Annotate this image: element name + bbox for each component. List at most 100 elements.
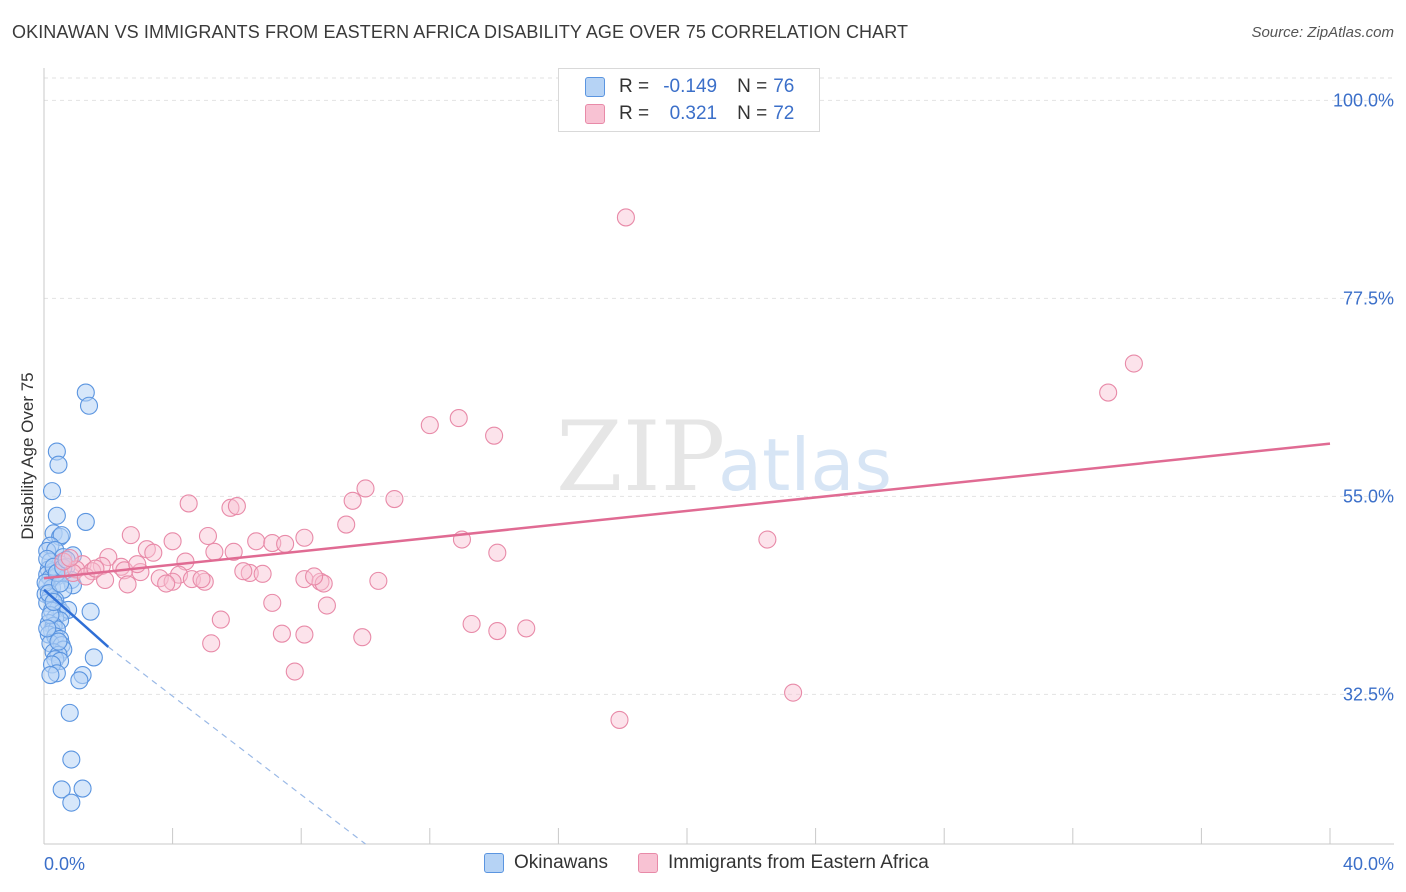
eastern-africa-point: [179, 494, 198, 513]
legend-r-value: 0.321: [669, 103, 718, 124]
eastern-africa-point: [517, 619, 536, 638]
eastern-africa-point: [163, 572, 182, 591]
okinawans-point: [38, 619, 57, 638]
eastern-africa-point: [195, 572, 214, 591]
okinawans-point: [79, 396, 99, 415]
axes: [43, 68, 1394, 845]
okinawans-point: [44, 592, 63, 612]
eastern-africa-point: [369, 571, 388, 590]
eastern-africa-point: [60, 548, 79, 568]
y-axis-label: Disability Age Over 75: [18, 372, 37, 539]
legend-r-value: -0.149: [663, 76, 718, 97]
eastern-africa-point: [295, 528, 314, 547]
eastern-africa-point: [356, 479, 375, 498]
watermark: ZIP atlas: [556, 401, 892, 513]
eastern-africa-point: [118, 575, 137, 594]
okinawans-point: [62, 793, 81, 812]
eastern-africa-point: [272, 624, 291, 643]
eastern-africa-point: [198, 526, 218, 546]
eastern-africa-point: [1124, 354, 1143, 373]
okinawans-swatch: [585, 77, 605, 97]
eastern-africa-point: [314, 574, 333, 593]
eastern-africa-point: [616, 208, 635, 227]
eastern-africa-point: [610, 710, 629, 729]
watermark-atlas: atlas: [718, 423, 892, 507]
y-tick-label: 77.5%: [1343, 288, 1394, 308]
okinawans-point: [60, 703, 79, 722]
okinawans-point: [49, 632, 68, 651]
eastern-africa-point: [462, 614, 481, 634]
eastern-africa-point: [211, 610, 230, 629]
eastern-africa-point: [253, 564, 272, 583]
eastern-africa-point: [202, 634, 221, 653]
eastern-africa-point: [221, 498, 240, 517]
okinawans-point: [76, 512, 95, 531]
legend-n-label: N =: [737, 103, 768, 124]
eastern-africa-point: [317, 596, 336, 615]
eastern-africa-point: [263, 533, 282, 553]
eastern-africa-point: [227, 497, 246, 516]
y-tick-labels: 32.5% 55.0% 77.5% 100.0%: [1333, 90, 1394, 704]
legend-n-value: 72: [773, 103, 795, 124]
okinawans-point: [52, 526, 71, 545]
legend-okinawans-label: Okinawans: [514, 852, 608, 873]
eastern-africa-point: [295, 625, 314, 644]
eastern-africa-point: [205, 542, 224, 561]
y-tick-label: 32.5%: [1343, 684, 1394, 704]
y-tick-label: 100.0%: [1333, 90, 1394, 110]
okinawans-trend-extension: [107, 646, 366, 845]
eastern-africa-point: [420, 416, 439, 435]
eastern-africa-point: [758, 530, 777, 549]
eastern-africa-point: [353, 628, 372, 647]
eastern-africa-point: [488, 543, 507, 562]
eastern-africa-point: [488, 621, 507, 641]
eastern-africa-point: [343, 491, 362, 510]
eastern-africa-point: [240, 563, 259, 583]
x-tick-label-max: 40.0%: [1343, 854, 1394, 874]
legend-item-eastern-africa: Immigrants from Eastern Africa: [638, 852, 929, 874]
okinawans-point: [84, 648, 103, 667]
eastern-africa-point: [305, 567, 324, 586]
okinawans-point: [62, 750, 81, 769]
okinawans-point: [52, 780, 71, 799]
eastern-africa-point: [234, 562, 253, 581]
okinawans-point: [41, 665, 60, 685]
eastern-africa-point: [337, 515, 356, 534]
legend-row-eastern-africa: R = 0.321 N = 72: [585, 102, 794, 126]
correlation-legend: R = -0.149 N = 76 R = 0.321 N = 72: [558, 68, 820, 132]
eastern-africa-point: [263, 593, 282, 612]
legend-eastern-africa-label: Immigrants from Eastern Africa: [668, 852, 929, 873]
okinawans-trend-line: [43, 588, 110, 648]
eastern-africa-point: [247, 532, 266, 551]
okinawans-point: [81, 602, 100, 621]
series-okinawans-points: [36, 383, 103, 812]
legend-n-label: N =: [737, 76, 768, 97]
legend-r-label: R =: [619, 76, 650, 97]
eastern-africa-legend-swatch: [638, 853, 658, 873]
okinawans-legend-swatch: [484, 853, 504, 873]
eastern-africa-point: [224, 542, 243, 561]
eastern-africa-swatch: [585, 104, 605, 124]
legend-r-label: R =: [619, 103, 650, 124]
eastern-africa-point: [449, 409, 468, 428]
series-eastern-africa-points: [54, 208, 1143, 729]
source-credit: Source: ZipAtlas.com: [1251, 24, 1394, 41]
eastern-africa-point: [276, 534, 295, 553]
x-tick-label-min: 0.0%: [44, 854, 85, 874]
eastern-africa-point: [385, 489, 404, 509]
watermark-zip: ZIP: [556, 401, 725, 513]
legend-item-okinawans: Okinawans: [484, 852, 608, 874]
legend-row-okinawans: R = -0.149 N = 76: [585, 75, 794, 99]
okinawans-point: [49, 455, 68, 474]
grid-lines: [44, 77, 1394, 695]
eastern-africa-point: [163, 532, 182, 551]
legend-n-value: 76: [773, 76, 795, 97]
x-tick-labels: 0.0% 40.0%: [44, 854, 1394, 874]
eastern-africa-point: [1099, 383, 1118, 402]
eastern-africa-point: [285, 662, 304, 681]
eastern-africa-point: [784, 683, 803, 702]
okinawans-point: [70, 671, 89, 690]
eastern-africa-trend-line: [43, 442, 1331, 580]
series-legend: Okinawans Immigrants from Eastern Africa: [484, 852, 959, 874]
